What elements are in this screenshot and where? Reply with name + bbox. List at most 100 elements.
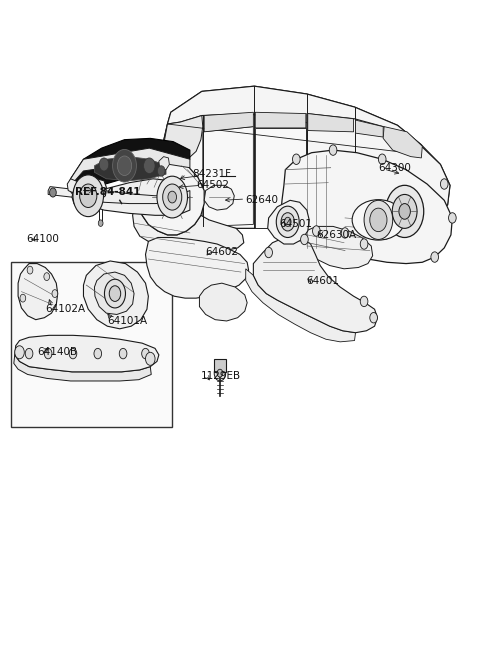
Polygon shape xyxy=(69,138,190,197)
Circle shape xyxy=(370,312,377,323)
Circle shape xyxy=(168,191,177,203)
Circle shape xyxy=(341,228,349,238)
Polygon shape xyxy=(153,86,450,229)
Circle shape xyxy=(117,156,132,176)
Polygon shape xyxy=(356,120,383,137)
Polygon shape xyxy=(153,124,190,223)
Polygon shape xyxy=(253,236,377,333)
Text: 84231F: 84231F xyxy=(192,169,231,179)
Circle shape xyxy=(73,175,104,217)
Text: 62630A: 62630A xyxy=(316,230,357,240)
Polygon shape xyxy=(69,179,190,215)
Polygon shape xyxy=(281,150,452,263)
Text: 64100: 64100 xyxy=(26,234,59,244)
Circle shape xyxy=(145,352,155,365)
Polygon shape xyxy=(145,238,249,298)
Circle shape xyxy=(431,252,439,262)
Polygon shape xyxy=(72,179,107,209)
Circle shape xyxy=(399,204,410,219)
Text: 64601: 64601 xyxy=(306,276,339,286)
Circle shape xyxy=(157,176,188,218)
Polygon shape xyxy=(95,272,134,314)
Circle shape xyxy=(44,348,52,359)
Circle shape xyxy=(15,346,24,359)
Circle shape xyxy=(364,200,393,240)
Circle shape xyxy=(105,279,125,308)
Polygon shape xyxy=(14,355,151,381)
Bar xyxy=(11,262,172,426)
Text: 64102A: 64102A xyxy=(45,304,85,314)
Circle shape xyxy=(44,272,49,280)
Polygon shape xyxy=(203,126,253,227)
Polygon shape xyxy=(204,185,234,210)
Polygon shape xyxy=(159,157,169,170)
Circle shape xyxy=(142,348,149,359)
Circle shape xyxy=(378,154,386,164)
Polygon shape xyxy=(383,126,422,158)
Circle shape xyxy=(80,184,97,208)
Circle shape xyxy=(312,226,320,236)
Polygon shape xyxy=(307,113,450,227)
Circle shape xyxy=(385,185,424,238)
FancyBboxPatch shape xyxy=(214,359,226,372)
Circle shape xyxy=(329,145,337,155)
Text: REF.84-841: REF.84-841 xyxy=(75,187,141,197)
Circle shape xyxy=(360,239,368,250)
Circle shape xyxy=(25,348,33,359)
Text: 62640: 62640 xyxy=(245,195,278,205)
Circle shape xyxy=(99,158,109,171)
Polygon shape xyxy=(255,112,306,128)
Polygon shape xyxy=(132,202,244,251)
Text: 64501: 64501 xyxy=(279,219,312,229)
Circle shape xyxy=(20,294,26,302)
Circle shape xyxy=(217,369,223,377)
Circle shape xyxy=(49,188,56,197)
Circle shape xyxy=(52,290,58,297)
Polygon shape xyxy=(165,115,203,164)
Circle shape xyxy=(144,158,155,174)
Polygon shape xyxy=(18,263,58,320)
Circle shape xyxy=(157,166,165,176)
Circle shape xyxy=(113,149,136,182)
Text: 64101A: 64101A xyxy=(108,316,147,326)
Circle shape xyxy=(214,365,226,381)
Text: 64602: 64602 xyxy=(205,248,239,257)
Polygon shape xyxy=(168,86,421,153)
Circle shape xyxy=(109,286,120,301)
Circle shape xyxy=(276,206,299,238)
Circle shape xyxy=(163,184,182,210)
Text: 64300: 64300 xyxy=(378,162,411,173)
Polygon shape xyxy=(268,200,309,244)
Circle shape xyxy=(265,248,273,257)
Polygon shape xyxy=(199,283,247,321)
Circle shape xyxy=(441,179,448,189)
Circle shape xyxy=(94,348,102,359)
Polygon shape xyxy=(67,179,190,204)
Text: 1129EB: 1129EB xyxy=(201,371,241,381)
Polygon shape xyxy=(15,335,159,372)
Circle shape xyxy=(392,195,417,229)
Circle shape xyxy=(119,348,127,359)
Polygon shape xyxy=(204,112,253,132)
Polygon shape xyxy=(301,227,372,269)
Text: 64502: 64502 xyxy=(196,180,229,191)
Polygon shape xyxy=(48,187,124,205)
Circle shape xyxy=(281,213,294,231)
Circle shape xyxy=(69,348,77,359)
Polygon shape xyxy=(84,261,148,329)
Circle shape xyxy=(284,217,291,227)
Polygon shape xyxy=(71,148,190,184)
Polygon shape xyxy=(246,269,356,342)
Circle shape xyxy=(448,213,456,223)
Circle shape xyxy=(300,234,308,245)
Circle shape xyxy=(360,296,368,307)
Circle shape xyxy=(98,220,103,227)
Ellipse shape xyxy=(352,200,405,240)
Polygon shape xyxy=(139,157,204,235)
Polygon shape xyxy=(308,113,354,132)
Polygon shape xyxy=(95,157,166,181)
Circle shape xyxy=(292,154,300,164)
Circle shape xyxy=(370,208,387,232)
Polygon shape xyxy=(255,128,306,229)
Text: 64140B: 64140B xyxy=(37,347,77,357)
